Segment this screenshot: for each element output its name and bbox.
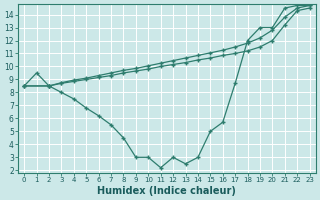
X-axis label: Humidex (Indice chaleur): Humidex (Indice chaleur)	[98, 186, 236, 196]
